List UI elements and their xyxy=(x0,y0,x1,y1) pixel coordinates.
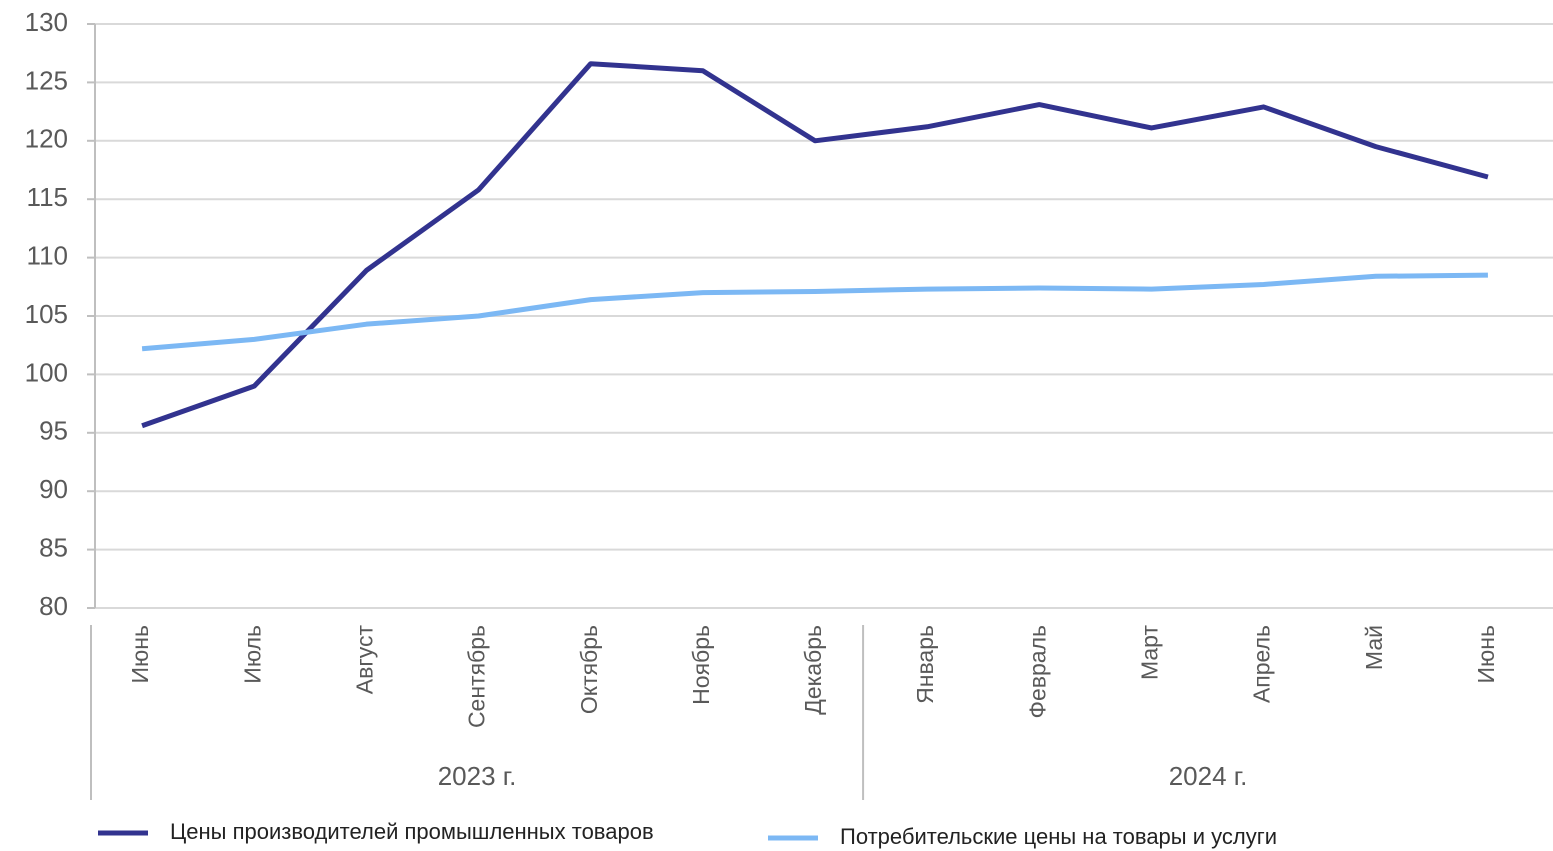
y-tick-label: 120 xyxy=(25,124,68,154)
x-tick-label: Декабрь xyxy=(800,625,826,715)
legend-label: Цены производителей промышленных товаров xyxy=(170,819,654,844)
x-tick-label: Август xyxy=(351,625,377,695)
x-tick-label: Апрель xyxy=(1249,625,1275,703)
x-tick-label: Октябрь xyxy=(576,625,602,714)
y-tick-label: 85 xyxy=(39,532,68,562)
group-label: 2024 г. xyxy=(1169,761,1248,791)
y-tick-label: 110 xyxy=(27,240,68,270)
series-line xyxy=(141,61,1489,429)
x-tick-label: Июнь xyxy=(127,625,153,683)
legend-label: Потребительские цены на товары и услуги xyxy=(840,824,1277,849)
x-tick-label: Февраль xyxy=(1024,625,1050,718)
y-tick-label: 100 xyxy=(25,357,68,387)
group-label: 2023 г. xyxy=(438,761,517,791)
y-tick-label: 125 xyxy=(25,65,68,95)
x-tick-label: Май xyxy=(1361,625,1387,670)
x-tick-label: Июнь xyxy=(1473,625,1499,683)
x-tick-label: Январь xyxy=(912,625,938,704)
series-line xyxy=(141,272,1488,352)
y-tick-label: 90 xyxy=(39,474,68,504)
y-tick-label: 115 xyxy=(27,182,68,212)
x-tick-label: Март xyxy=(1137,625,1163,680)
y-tick-label: 130 xyxy=(25,7,68,37)
y-tick-label: 105 xyxy=(25,299,68,329)
x-tick-label: Сентябрь xyxy=(464,625,490,728)
x-tick-label: Июль xyxy=(239,625,265,684)
x-tick-label: Ноябрь xyxy=(688,625,714,705)
y-tick-label: 80 xyxy=(39,591,68,621)
y-tick-label: 95 xyxy=(39,416,68,446)
